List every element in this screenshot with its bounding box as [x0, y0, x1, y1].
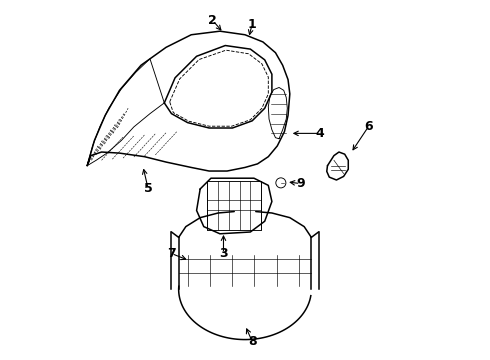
Text: 3: 3 [219, 247, 228, 260]
Text: 1: 1 [248, 18, 257, 31]
Text: 6: 6 [365, 120, 373, 133]
Text: 9: 9 [296, 177, 305, 190]
Bar [207, 181, 261, 230]
Text: 8: 8 [248, 335, 256, 348]
Text: 5: 5 [144, 183, 152, 195]
Text: 7: 7 [167, 247, 176, 260]
Text: 2: 2 [208, 14, 217, 27]
Text: 4: 4 [316, 127, 325, 140]
